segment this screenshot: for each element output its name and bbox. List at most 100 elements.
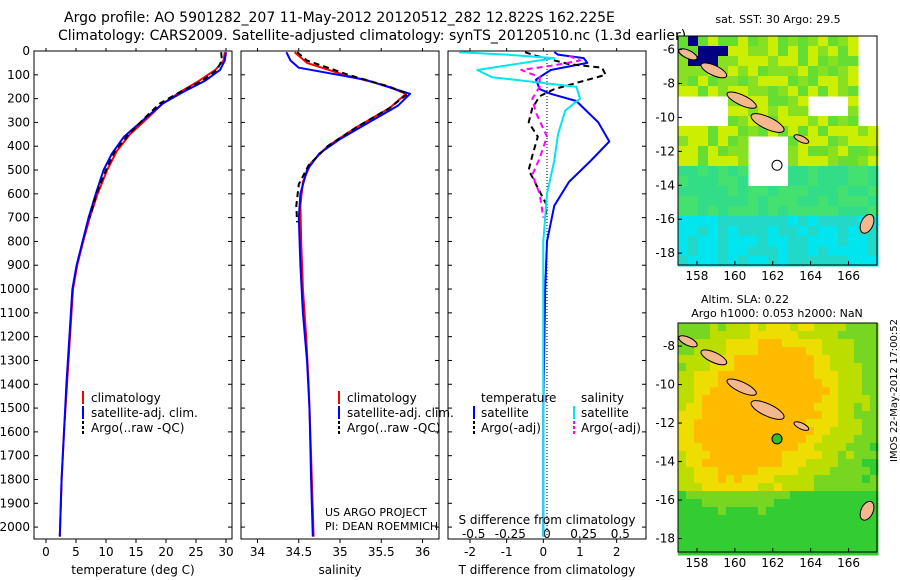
map-cell — [758, 427, 767, 436]
map-cell — [790, 323, 799, 332]
map-x-tick-label: 158 — [685, 556, 708, 570]
map-cell — [846, 499, 855, 508]
map-cell — [854, 371, 863, 380]
map-cell — [698, 216, 709, 227]
map-cell — [838, 419, 847, 428]
map-cell — [806, 395, 815, 404]
map-cell — [774, 459, 783, 468]
map-cell — [710, 395, 719, 404]
map-cell — [766, 515, 775, 524]
map-cell — [814, 331, 823, 340]
map-cell — [710, 459, 719, 468]
map-cell — [778, 116, 789, 127]
map-cell — [734, 507, 743, 516]
map-cell — [798, 96, 809, 107]
map-cell — [790, 331, 799, 340]
map-cell — [726, 531, 735, 540]
map-cell — [750, 411, 759, 420]
map-cell — [848, 156, 859, 167]
map-cell — [678, 156, 689, 167]
map-cell — [742, 427, 751, 436]
map-cell — [758, 36, 769, 47]
map-cell — [814, 459, 823, 468]
map-cell — [734, 331, 743, 340]
map-cell — [758, 216, 769, 227]
map-cell — [678, 467, 687, 476]
t-diff-xlabel: T difference from climatology — [458, 563, 636, 577]
map-cell — [718, 403, 727, 412]
map-cell — [750, 539, 759, 548]
map-cell — [838, 491, 847, 500]
map-cell — [748, 246, 759, 257]
map-cell — [798, 379, 807, 388]
map-cell — [698, 226, 709, 237]
map-cell — [738, 206, 749, 217]
map-cell — [702, 411, 711, 420]
map-cell — [838, 86, 849, 97]
map-cell — [718, 507, 727, 516]
map-cell — [678, 531, 687, 540]
map-cell — [742, 347, 751, 356]
map-cell — [838, 467, 847, 476]
map-cell — [870, 323, 879, 332]
map-cell — [870, 347, 879, 356]
map-cell — [788, 56, 799, 67]
map-cell — [726, 435, 735, 444]
map-cell — [822, 347, 831, 356]
map-cell — [742, 443, 751, 452]
map-cell — [710, 547, 719, 556]
map-cell — [838, 443, 847, 452]
map-cell — [748, 116, 759, 127]
map-cell — [738, 76, 749, 87]
map-cell — [758, 323, 767, 332]
island-shape — [750, 113, 785, 133]
map-cell — [808, 156, 819, 167]
map-cell — [742, 403, 751, 412]
map-cell — [718, 206, 729, 217]
map-cell — [822, 499, 831, 508]
map-cell — [758, 475, 767, 484]
map-cell — [808, 256, 819, 267]
legend-label-satellite: satellite-adj. clim. — [347, 406, 454, 420]
map-cell — [814, 411, 823, 420]
sla-map-title-2: Argo h1000: 0.053 h2000: NaN — [691, 307, 863, 320]
map-cell — [818, 246, 829, 257]
map-cell — [726, 475, 735, 484]
map-cell — [678, 56, 689, 67]
map-cell — [702, 363, 711, 372]
map-cell — [838, 146, 849, 157]
map-cell — [838, 539, 847, 548]
y-tick-label: 0 — [22, 44, 30, 58]
pi-credit: PI: DEAN ROEMMICH — [325, 520, 439, 533]
map-cell — [798, 76, 809, 87]
map-cell — [838, 459, 847, 468]
map-cell — [718, 156, 729, 167]
map-cell — [766, 427, 775, 436]
map-cell — [790, 339, 799, 348]
map-cell — [718, 86, 729, 97]
map-cell — [798, 451, 807, 460]
map-cell — [838, 387, 847, 396]
map-cell — [710, 475, 719, 484]
map-cell — [742, 451, 751, 460]
map-cell — [694, 539, 703, 548]
map-cell — [778, 186, 789, 197]
map-cell — [782, 323, 791, 332]
map-cell — [726, 371, 735, 380]
map-cell — [782, 459, 791, 468]
map-cell — [718, 176, 729, 187]
map-cell — [758, 339, 767, 348]
map-cell — [750, 443, 759, 452]
map-y-tick-label: -18 — [655, 532, 675, 546]
map-cell — [828, 116, 839, 127]
map-cell — [768, 216, 779, 227]
map-cell — [726, 507, 735, 516]
map-cell — [868, 186, 879, 197]
map-cell — [748, 56, 759, 67]
map-cell — [758, 507, 767, 516]
map-cell — [708, 236, 719, 247]
map-cell — [758, 236, 769, 247]
map-cell — [742, 395, 751, 404]
map-cell — [678, 395, 687, 404]
map-cell — [846, 411, 855, 420]
